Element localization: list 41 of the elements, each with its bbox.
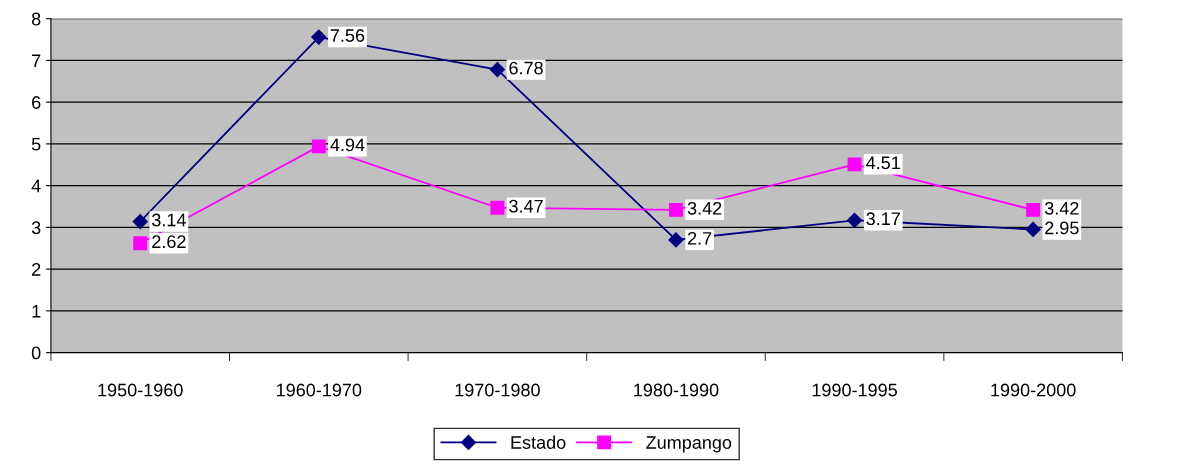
point	[847, 157, 862, 172]
point	[669, 202, 683, 217]
y-tick-label: 4	[31, 179, 41, 193]
data-label: 3.14	[152, 213, 186, 227]
x-tick-label: 1990-2000	[991, 383, 1076, 397]
data-label: 2.95	[1045, 221, 1079, 235]
point	[846, 212, 863, 228]
point	[133, 236, 148, 251]
y-tick-label: 2	[32, 263, 41, 276]
data-label: 3.42	[1044, 201, 1079, 215]
point	[311, 139, 326, 154]
y-tick-label: 6	[32, 96, 41, 109]
point	[311, 29, 327, 45]
y-tick-label: 7	[32, 54, 41, 67]
data-label: 4.94	[330, 138, 365, 152]
y-tick-label: 3	[31, 221, 41, 235]
data-label: 6.78	[509, 61, 543, 75]
data-label: 3.42	[687, 201, 722, 215]
y-tick-label: 5	[31, 138, 41, 151]
point	[668, 232, 684, 248]
point	[132, 213, 148, 230]
point	[1026, 202, 1041, 217]
legend-label: Zumpango	[646, 436, 732, 453]
data-label: 3.17	[866, 212, 900, 226]
point	[489, 62, 505, 78]
x-tick-label: 1990-1995	[812, 383, 897, 397]
y-tick-label: 0	[31, 346, 41, 360]
data-label: 2.7	[687, 231, 712, 245]
x-tick-label: 1980-1990	[634, 383, 719, 397]
y-tick-label: 8	[31, 12, 41, 26]
x-tick-label: 1950-1960	[98, 383, 183, 397]
point	[490, 200, 505, 215]
x-tick-label: 1970-1980	[455, 383, 540, 397]
y-tick-label: 1	[32, 304, 41, 318]
x-tick-label: 1960-1970	[277, 383, 362, 397]
data-label: 3.47	[509, 199, 543, 213]
data-label: 2.62	[152, 235, 186, 249]
legend-label: Estado	[511, 435, 566, 449]
data-label: 4.51	[866, 156, 900, 170]
data-label: 7.56	[330, 29, 365, 42]
point	[1025, 221, 1041, 238]
